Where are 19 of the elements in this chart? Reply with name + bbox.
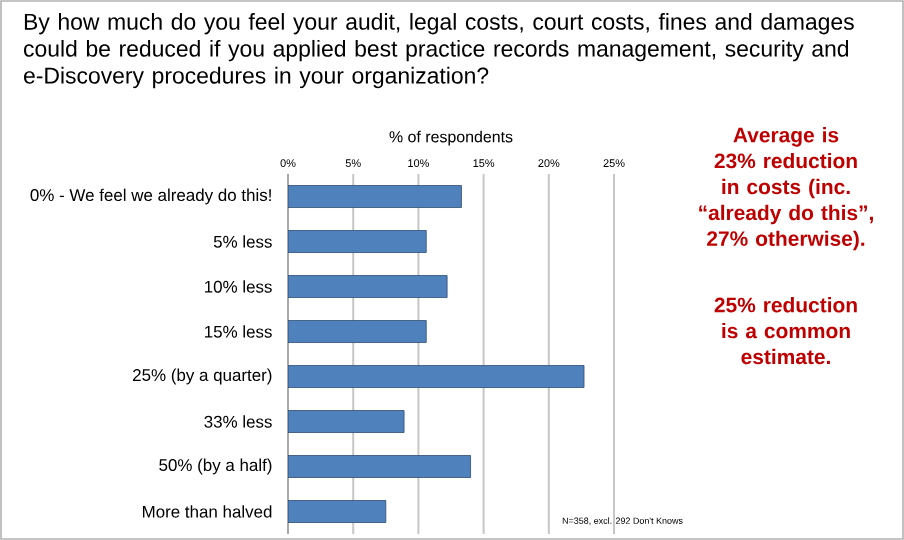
bar <box>288 320 427 343</box>
y-tick-label: 15% less <box>205 325 272 338</box>
y-tick-label: More than halved <box>142 505 272 518</box>
bar <box>288 500 387 523</box>
y-tick-label: 10% less <box>205 280 272 293</box>
text: Average is 23% reduction in costs (inc. “already do this”, 27% otherwise). <box>699 127 873 251</box>
bar <box>288 455 471 478</box>
bar <box>288 410 405 433</box>
bar <box>288 365 585 388</box>
y-tick-label: 50% (by a half) <box>159 458 272 475</box>
chart-title: By how much do you feel your audit, legal costs, court costs, fines and damages could be reduced if you applied best practice records management, security and e-Discovery procedures in your organization? <box>24 13 854 89</box>
y-tick-label: 25% (by a quarter) <box>133 368 272 385</box>
y-tick-label: 33% less <box>204 415 272 428</box>
bar <box>288 185 462 208</box>
y-tick-label: 0% - We feel we already do this! <box>30 188 271 205</box>
text: 25% reduction is a common estimate. <box>714 297 857 365</box>
bar <box>288 230 427 253</box>
y-tick-label: 5% less <box>213 235 272 248</box>
bar <box>288 275 448 298</box>
